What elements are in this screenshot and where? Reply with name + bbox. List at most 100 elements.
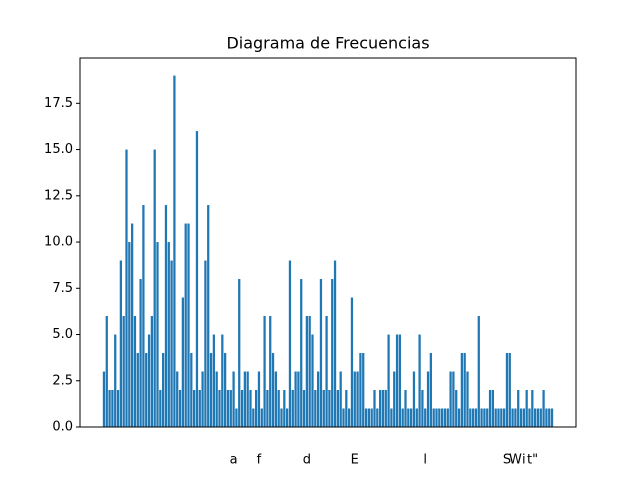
bar — [212, 334, 215, 427]
bar — [410, 408, 413, 427]
bar — [108, 390, 111, 427]
bar — [381, 390, 385, 427]
bar — [128, 242, 131, 427]
x-tick-label: W — [509, 453, 522, 468]
bar — [311, 334, 314, 427]
bar — [156, 242, 159, 427]
bar — [150, 316, 153, 427]
bar — [249, 390, 252, 427]
bar — [153, 149, 156, 427]
bar — [288, 260, 292, 427]
bar — [170, 260, 173, 427]
bar — [508, 353, 511, 427]
bar — [550, 408, 554, 427]
bar — [221, 334, 224, 427]
bar — [486, 408, 489, 427]
bar — [297, 371, 300, 427]
y-tick-label: 2.5 — [52, 373, 73, 388]
bar — [449, 371, 452, 427]
x-tick-label: i — [522, 453, 526, 468]
bar — [528, 408, 531, 427]
y-tick-label: 7.5 — [52, 281, 73, 296]
bar — [398, 334, 401, 427]
bar — [367, 408, 370, 427]
bar — [514, 408, 517, 427]
bar — [269, 316, 272, 427]
bar — [503, 408, 506, 427]
x-tick-label: l — [423, 453, 427, 468]
bar — [317, 371, 320, 427]
bar — [142, 205, 145, 427]
bar — [364, 408, 368, 427]
x-tick-label: " — [532, 453, 538, 468]
bar — [139, 279, 142, 427]
bar — [328, 390, 331, 427]
bar — [198, 390, 201, 427]
bar — [190, 353, 193, 427]
bar — [286, 408, 289, 427]
bar — [350, 297, 354, 427]
bar — [145, 353, 148, 427]
bar — [441, 408, 444, 427]
bar — [322, 390, 325, 427]
bar — [534, 408, 537, 427]
bar — [336, 390, 339, 427]
bar — [407, 408, 410, 427]
bar — [162, 353, 165, 427]
bar — [424, 408, 427, 427]
bar — [111, 390, 114, 427]
bar — [497, 408, 500, 427]
bar — [119, 260, 122, 427]
bar — [173, 75, 176, 428]
bar — [122, 316, 125, 427]
bar — [215, 371, 218, 427]
bar — [331, 279, 334, 427]
plot-frame — [79, 57, 577, 428]
bar — [435, 408, 438, 427]
bar — [159, 390, 162, 427]
bar — [376, 408, 379, 427]
bar — [455, 390, 458, 427]
bar — [401, 408, 404, 427]
y-tick-label: 17.5 — [44, 96, 73, 111]
bar — [390, 408, 393, 427]
bar — [379, 390, 382, 427]
bar — [356, 371, 359, 427]
bar — [252, 408, 255, 427]
bar — [319, 279, 323, 427]
bar — [181, 297, 184, 427]
bar — [443, 408, 447, 427]
bar — [393, 371, 396, 427]
bar — [184, 223, 187, 427]
bar — [193, 390, 196, 427]
bar — [511, 408, 514, 427]
x-tick-label: f — [257, 453, 262, 468]
bar — [257, 371, 261, 427]
bar — [342, 408, 345, 427]
bar — [387, 334, 390, 427]
y-tick-label: 5.0 — [52, 327, 73, 342]
bar — [457, 408, 461, 427]
bar — [426, 371, 430, 427]
bar — [522, 408, 525, 427]
bar — [491, 390, 494, 427]
bar — [294, 371, 297, 427]
bar — [519, 408, 523, 427]
bar — [362, 353, 365, 427]
bar — [418, 334, 421, 427]
bar — [102, 371, 106, 427]
bar — [545, 408, 548, 427]
bar — [229, 390, 232, 427]
bar — [131, 223, 134, 427]
bar — [207, 205, 210, 427]
bar — [263, 316, 266, 427]
bar — [271, 353, 275, 427]
bar — [421, 390, 424, 427]
bar — [460, 353, 463, 427]
bar — [466, 371, 469, 427]
bar — [384, 390, 387, 427]
bar — [505, 353, 509, 427]
bar — [280, 408, 283, 427]
x-tick-label: t — [527, 453, 532, 468]
bar — [232, 371, 235, 427]
